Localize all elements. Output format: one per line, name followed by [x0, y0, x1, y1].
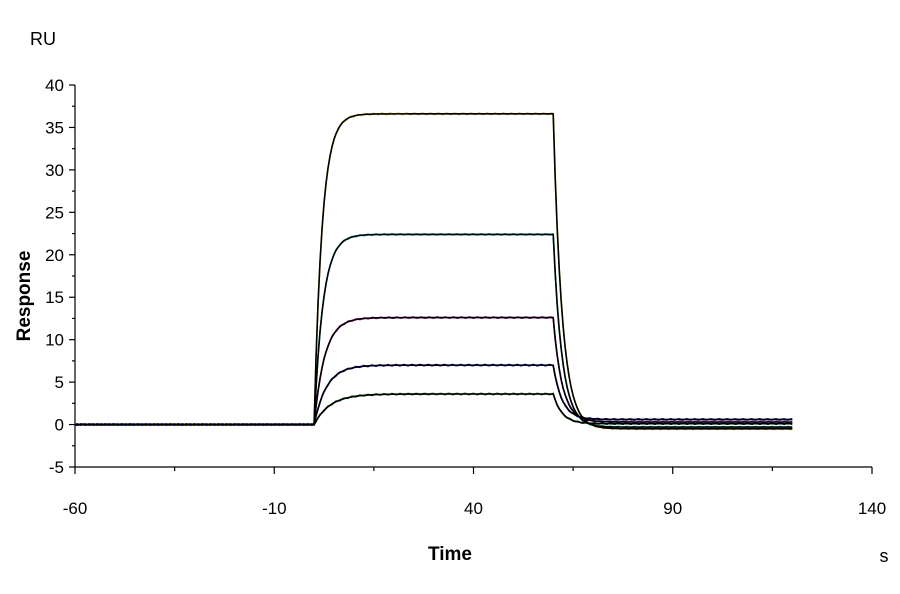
x-tick-label: -60 — [63, 499, 88, 518]
x-tick-label: -10 — [262, 499, 287, 518]
fit-curve-4 — [75, 393, 793, 426]
y-tick-label: 5 — [55, 373, 64, 392]
x-tick-label: 140 — [858, 499, 886, 518]
y-tick-label: 10 — [45, 331, 64, 350]
x-tick-label: 40 — [464, 499, 483, 518]
y-axis-title: Response — [14, 251, 35, 342]
y-tick-label: 35 — [45, 118, 64, 137]
axes — [74, 85, 872, 468]
x-unit-label: s — [880, 546, 889, 566]
y-unit-label: RU — [30, 29, 56, 49]
x-axis-title: Time — [428, 544, 472, 565]
y-ticks: 40 35 30 25 20 15 10 5 0 -5 — [45, 76, 75, 477]
y-tick-label: 20 — [45, 246, 64, 265]
y-tick-label: 30 — [45, 161, 64, 180]
measured-curve-2 — [74, 316, 793, 427]
y-tick-label: -5 — [49, 458, 64, 477]
measured-curve-0 — [74, 112, 793, 431]
curves — [74, 112, 793, 431]
measured-curve-4 — [74, 392, 793, 427]
fit-curve-2 — [75, 316, 793, 426]
y-tick-label: 25 — [45, 203, 64, 222]
y-tick-label: 15 — [45, 288, 64, 307]
measured-curve-3 — [74, 363, 793, 427]
measured-curve-1 — [74, 232, 793, 429]
x-tick-label: 90 — [663, 499, 682, 518]
fit-curve-1 — [75, 233, 793, 428]
x-ticks: -60 -10 40 90 140 — [63, 467, 886, 518]
y-tick-label: 40 — [45, 76, 64, 95]
fit-curve-3 — [75, 364, 793, 426]
fit-curve-0 — [75, 113, 793, 430]
y-tick-label: 0 — [55, 416, 64, 435]
